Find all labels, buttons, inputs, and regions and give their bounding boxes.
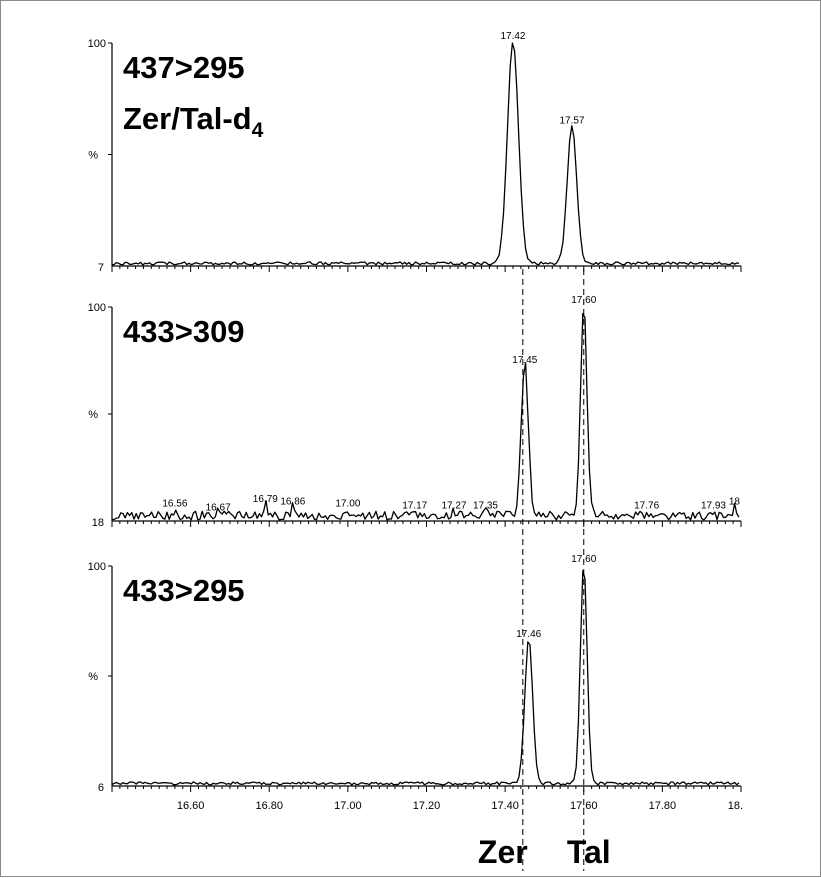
minor-peak-label: 16.86 [280, 496, 305, 507]
minor-peak-label: 17.35 [473, 501, 498, 512]
peak-label: 17.57 [559, 116, 584, 127]
y-mid-label: % [88, 409, 98, 421]
x-tick-label: 17.60 [570, 800, 598, 812]
y-top-label: 100 [88, 302, 106, 314]
x-tick-label: 17.20 [413, 800, 441, 812]
y-bottom-label: 6 [98, 782, 104, 794]
x-tick-label: 17.00 [334, 800, 362, 812]
y-bottom-label: 18 [92, 517, 104, 529]
peak-label: 17.42 [500, 31, 525, 42]
peak-label: 17.46 [516, 629, 541, 640]
x-tick-label: 18. [728, 800, 743, 812]
y-mid-label: % [88, 150, 98, 162]
minor-peak-label: 16.56 [162, 498, 187, 509]
minor-peak-label: 17.17 [402, 501, 427, 512]
minor-peak-label: 16.79 [253, 494, 278, 505]
x-tick-label: 17.80 [649, 800, 677, 812]
trace-line-1 [111, 42, 740, 266]
y-bottom-label: 7 [98, 262, 104, 274]
y-top-label: 100 [88, 38, 106, 50]
trace-line-2 [112, 312, 740, 521]
transition-label-3: 433>295 [123, 573, 245, 608]
marker-label-zer: Zer [478, 834, 528, 870]
minor-peak-label: 18 [729, 496, 741, 507]
compound-label: Zer/Tal-d4 [123, 101, 264, 142]
y-mid-label: % [88, 671, 98, 683]
compound-label-subscript: 4 [252, 119, 264, 142]
transition-label-2: 433>309 [123, 314, 245, 349]
x-tick-label: 16.80 [255, 800, 283, 812]
x-tick-label: 17.40 [491, 800, 519, 812]
peak-label: 17.45 [512, 355, 537, 366]
minor-peak-label: 16.67 [206, 503, 231, 514]
y-top-label: 100 [88, 561, 106, 573]
minor-peak-label: 17.76 [634, 501, 659, 512]
marker-label-tal: Tal [567, 834, 611, 870]
trace-line-3 [111, 570, 740, 786]
transition-label-1: 437>295 [123, 50, 245, 85]
minor-peak-label: 17.27 [442, 501, 467, 512]
minor-peak-label: 17.00 [335, 498, 360, 509]
minor-peak-label: 17.93 [701, 501, 726, 512]
compound-label-main: Zer/Tal-d [123, 101, 252, 136]
x-tick-label: 16.60 [177, 800, 205, 812]
